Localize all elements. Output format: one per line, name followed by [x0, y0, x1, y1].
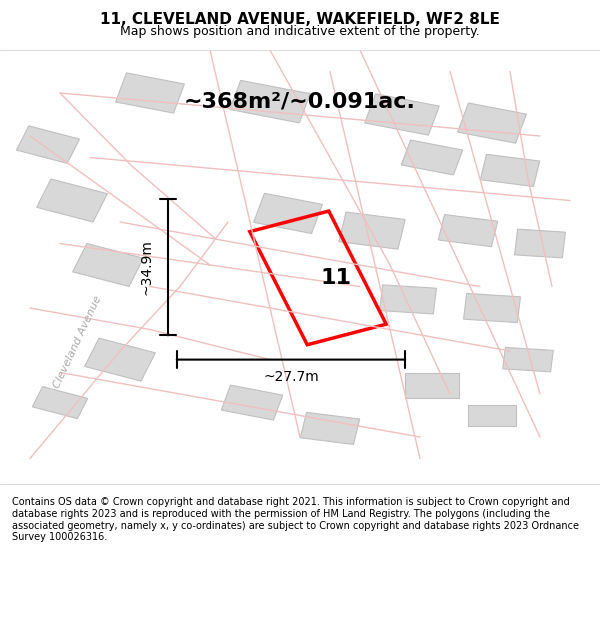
Text: ~368m²/~0.091ac.: ~368m²/~0.091ac. [184, 92, 416, 112]
Text: 11, CLEVELAND AVENUE, WAKEFIELD, WF2 8LE: 11, CLEVELAND AVENUE, WAKEFIELD, WF2 8LE [100, 12, 500, 28]
Polygon shape [458, 103, 526, 143]
Polygon shape [230, 81, 310, 123]
Polygon shape [32, 387, 88, 419]
Polygon shape [480, 154, 540, 186]
Polygon shape [468, 405, 516, 426]
Polygon shape [380, 285, 436, 314]
Text: Map shows position and indicative extent of the property.: Map shows position and indicative extent… [120, 24, 480, 38]
Text: ~34.9m: ~34.9m [140, 239, 154, 295]
Polygon shape [300, 412, 360, 444]
Polygon shape [221, 385, 283, 420]
Text: Cleveland Avenue: Cleveland Avenue [52, 294, 104, 390]
Polygon shape [503, 348, 553, 372]
Polygon shape [365, 94, 439, 135]
Text: Contains OS data © Crown copyright and database right 2021. This information is : Contains OS data © Crown copyright and d… [12, 498, 579, 542]
Polygon shape [85, 338, 155, 381]
Polygon shape [515, 229, 565, 258]
Polygon shape [401, 140, 463, 175]
Polygon shape [254, 193, 322, 234]
Polygon shape [405, 372, 459, 398]
Polygon shape [464, 294, 520, 322]
Text: 11: 11 [320, 268, 352, 288]
Polygon shape [37, 179, 107, 222]
Polygon shape [438, 214, 498, 247]
Text: ~27.7m: ~27.7m [263, 370, 319, 384]
Polygon shape [16, 126, 80, 163]
Polygon shape [73, 244, 143, 286]
Polygon shape [339, 212, 405, 249]
Polygon shape [116, 73, 184, 113]
